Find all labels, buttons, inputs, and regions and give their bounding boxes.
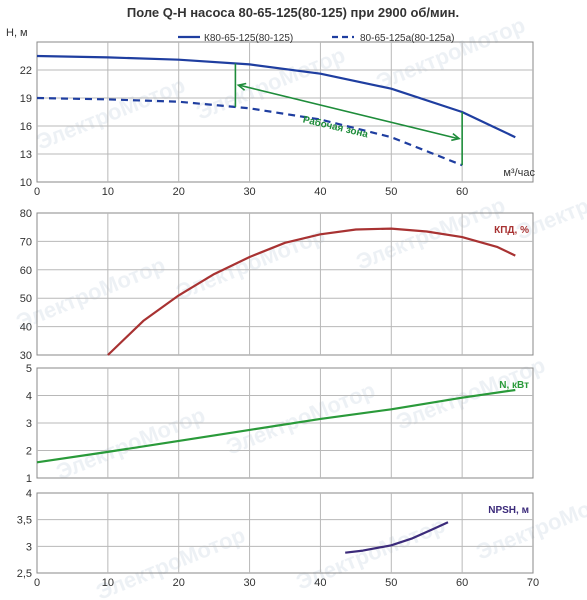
x-tick-label: 50 [385, 577, 397, 589]
x-tick-label: 40 [314, 577, 326, 589]
zone-arrowhead [451, 132, 461, 142]
y-tick-label: 13 [20, 149, 32, 161]
y-tick-label: 50 [20, 293, 32, 305]
watermark-text: ЭлектроМотор [53, 402, 209, 484]
y-tick-label: 2,5 [17, 568, 32, 580]
npsh-series-line [345, 521, 449, 554]
npsh-label: NPSH, м [488, 505, 529, 516]
y-tick-label: 2 [26, 446, 32, 458]
watermark-text: ЭлектроМотор [473, 482, 587, 564]
y-tick-label: 60 [20, 265, 32, 277]
watermark-text: ЭлектроМотор [393, 352, 549, 434]
legend-entry: 80-65-125а(80-125а) [360, 33, 455, 44]
y-tick-label: 80 [20, 208, 32, 220]
y-tick-label: 10 [20, 177, 32, 189]
qh-frame [36, 41, 534, 183]
eff-panel: 30 40 50 60 70 80 КПД, % [20, 208, 534, 362]
x-tick-label: 20 [173, 186, 185, 198]
y-tick-label: 5 [26, 363, 32, 375]
y-tick-label: 4 [26, 488, 32, 500]
eff-frame [36, 212, 534, 356]
eff-label: КПД, % [494, 225, 529, 236]
zone-label: Рабочая зона [302, 114, 370, 141]
watermark-text: ЭлектроМотор [373, 12, 529, 94]
chart-title: Поле Q-H насоса 80-65-125(80-125) при 29… [127, 5, 459, 20]
y-axis-label: H, м [6, 27, 28, 39]
y-tick-label: 30 [20, 350, 32, 362]
x-axis-label: м³/час [503, 167, 535, 179]
legend-entry: К80-65-125(80-125) [204, 33, 293, 44]
watermark-text: ЭлектроМотор [13, 252, 169, 334]
watermark-text: ЭлектроМотор [173, 222, 329, 304]
x-tick-label: 30 [243, 577, 255, 589]
watermark-text: ЭлектроМотор [93, 522, 249, 600]
watermark-text: ЭлектроМотор [33, 72, 189, 154]
power-label: N, кВт [499, 380, 529, 391]
y-tick-label: 22 [20, 65, 32, 77]
y-tick-label: 19 [20, 93, 32, 105]
x-tick-label: 60 [456, 577, 468, 589]
npsh-frame [36, 492, 534, 574]
x-tick-label: 60 [456, 186, 468, 198]
y-tick-label: 4 [26, 391, 32, 403]
y-tick-label: 40 [20, 322, 32, 334]
zone-arrowhead [236, 82, 247, 91]
x-tick-label: 10 [102, 577, 114, 589]
x-tick-label: 50 [385, 186, 397, 198]
qh-series-line [36, 54, 516, 139]
legend: К80-65-125(80-125) 80-65-125а(80-125а) [178, 33, 455, 44]
x-tick-label: 40 [314, 186, 326, 198]
x-tick-label: 70 [527, 577, 539, 589]
power-series-line [36, 388, 516, 464]
y-tick-label: 16 [20, 121, 32, 133]
watermark-text: ЭлектроМотор [353, 192, 509, 274]
watermark-text: ЭлектроМотор [223, 377, 379, 459]
x-tick-label: 20 [173, 577, 185, 589]
x-tick-label: 30 [243, 186, 255, 198]
y-tick-label: 70 [20, 236, 32, 248]
y-tick-label: 3,5 [17, 515, 32, 527]
x-tick-label: 0 [34, 186, 40, 198]
zone-arrow [239, 84, 459, 140]
x-tick-label: 10 [102, 186, 114, 198]
y-tick-label: 3 [26, 541, 32, 553]
eff-series-line [107, 227, 516, 356]
y-tick-label: 1 [26, 473, 32, 485]
x-tick-label: 0 [34, 577, 40, 589]
power-panel: 1 2 3 4 5 N, кВт [26, 363, 534, 485]
y-tick-label: 3 [26, 418, 32, 430]
